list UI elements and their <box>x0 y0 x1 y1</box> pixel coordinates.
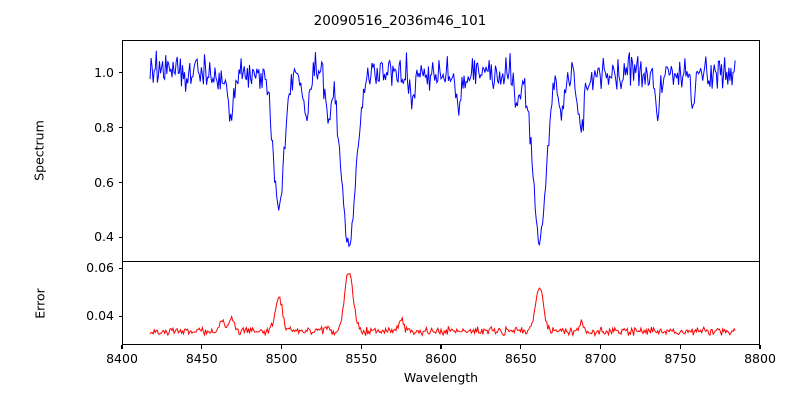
x-tick-label: 8800 <box>744 351 776 366</box>
x-tick-mark <box>280 345 283 349</box>
x-tick-label: 8450 <box>185 351 218 366</box>
x-tick-mark <box>440 345 442 349</box>
x-tick-label: 8400 <box>106 351 138 366</box>
y-tick-label-spectrum: 0.8 <box>94 119 114 135</box>
error-panel <box>122 261 760 345</box>
x-tick-mark <box>679 345 681 349</box>
x-tick-label: 8500 <box>265 351 298 366</box>
y-tick-mark-error <box>118 315 122 317</box>
x-tick-mark <box>360 345 362 349</box>
x-tick-mark <box>599 345 602 349</box>
spectrum-panel <box>122 40 760 262</box>
y-tick-label-spectrum: 0.6 <box>94 174 114 190</box>
x-axis-label: Wavelength <box>403 370 479 385</box>
error-data-line <box>149 272 736 338</box>
x-tick-label: 8650 <box>504 351 537 366</box>
x-tick-label: 8600 <box>425 351 457 366</box>
y-tick-label-spectrum: 1.0 <box>94 64 114 80</box>
y-tick-label-spectrum: 0.4 <box>94 229 114 245</box>
y-tick-mark-spectrum <box>118 236 122 238</box>
y-tick-label-error: 0.06 <box>86 260 114 276</box>
y-tick-mark-spectrum <box>118 127 122 129</box>
x-tick-mark <box>520 345 522 349</box>
x-tick-label: 8700 <box>584 351 617 366</box>
spectrum-data-line <box>149 50 736 248</box>
error-plot-area <box>149 272 736 338</box>
y-tick-mark-spectrum <box>118 181 122 184</box>
x-tick-mark <box>759 345 761 349</box>
y-tick-label-error: 0.04 <box>86 308 114 324</box>
y-tick-mark-spectrum <box>118 72 122 74</box>
y-axis-label-spectrum: Spectrum <box>31 120 47 181</box>
page-title: 20090516_2036m46_101 <box>313 13 487 29</box>
x-tick-mark <box>121 345 123 349</box>
x-tick-label: 8750 <box>664 351 697 366</box>
x-tick-mark <box>201 345 203 349</box>
y-tick-mark-error <box>118 267 122 269</box>
spectrum-plot-area <box>149 50 736 248</box>
x-tick-label: 8550 <box>345 351 378 366</box>
